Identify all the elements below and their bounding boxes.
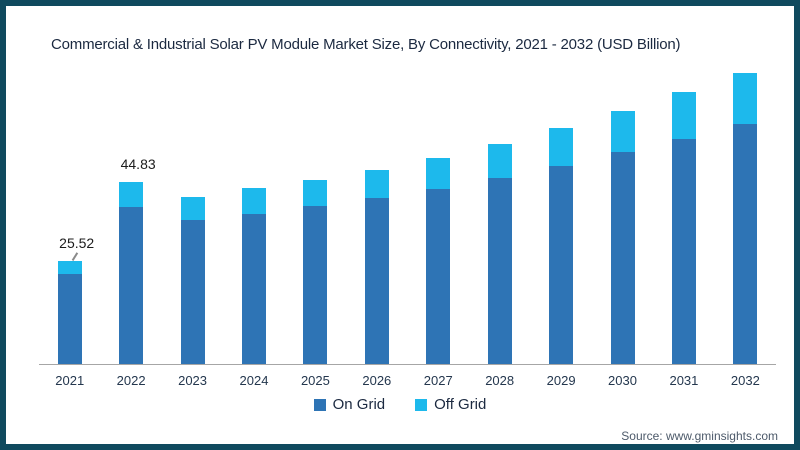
stacked-bar-2029 (549, 128, 574, 364)
x-axis-label-2032: 2032 (730, 373, 760, 388)
stacked-bar-2028 (487, 143, 512, 364)
bar-segment-on-grid-2021 (57, 274, 82, 364)
bar-segment-off-grid-2026 (364, 169, 389, 198)
bar-segment-off-grid-2031 (671, 92, 696, 139)
bar-segment-on-grid-2030 (610, 152, 635, 364)
bar-column-2025: 2025 (285, 64, 346, 388)
bar-segment-off-grid-2032 (733, 72, 758, 124)
bar-column-2032: 2032 (715, 64, 776, 388)
legend-label-on-grid: On Grid (332, 396, 386, 413)
bar-column-2028: 2028 (469, 64, 530, 388)
x-axis-label-2028: 2028 (485, 373, 515, 388)
bar-segment-off-grid-2024 (241, 188, 266, 214)
bar-column-2031: 2031 (653, 64, 714, 388)
data-label-2022: 44.83 (120, 156, 156, 173)
bar-segment-off-grid-2030 (610, 110, 635, 153)
x-axis-label-2027: 2027 (423, 373, 453, 388)
bar-segment-off-grid-2021 (57, 260, 82, 275)
stacked-bar-2030 (610, 110, 635, 364)
x-axis-label-2021: 2021 (55, 373, 85, 388)
bar-segment-on-grid-2023 (180, 220, 205, 364)
bar-column-2029: 2029 (530, 64, 591, 388)
bar-column-2024: 2024 (223, 64, 284, 388)
bar-segment-on-grid-2025 (303, 206, 328, 364)
x-axis-label-2031: 2031 (669, 373, 699, 388)
x-axis-label-2022: 2022 (116, 373, 146, 388)
bar-segment-off-grid-2025 (303, 179, 328, 207)
legend: On Grid Off Grid (6, 396, 794, 413)
stacked-bar-2026 (364, 169, 389, 364)
bar-column-2030: 2030 (592, 64, 653, 388)
bar-segment-on-grid-2027 (426, 188, 451, 364)
bar-segment-on-grid-2031 (671, 138, 696, 364)
bar-segment-off-grid-2023 (180, 197, 205, 221)
bar-segment-on-grid-2022 (119, 207, 144, 364)
leader-line-2021 (71, 251, 78, 261)
plot-area: 2021 25.52 2022 44.83 2023 2024 2025 2026 2027 20… (39, 64, 776, 388)
stacked-bar-2022 (119, 182, 144, 364)
bar-segment-off-grid-2029 (549, 128, 574, 166)
stacked-bar-2025 (303, 179, 328, 364)
x-axis-label-2026: 2026 (362, 373, 392, 388)
bar-column-2022: 2022 44.83 (100, 64, 161, 388)
stacked-bar-2031 (671, 92, 696, 364)
stacked-bar-2021 (57, 260, 82, 364)
bar-column-2021: 2021 25.52 (39, 64, 100, 388)
bar-segment-on-grid-2029 (549, 165, 574, 364)
legend-item-on-grid: On Grid (313, 396, 386, 413)
legend-label-off-grid: Off Grid (434, 396, 487, 413)
stacked-bar-2027 (426, 157, 451, 364)
x-axis-label-2024: 2024 (239, 373, 269, 388)
bar-segment-on-grid-2024 (241, 213, 266, 364)
bar-segment-off-grid-2022 (119, 182, 144, 208)
stacked-bar-2023 (180, 197, 205, 364)
bar-segment-on-grid-2028 (487, 178, 512, 364)
stacked-bar-2032 (733, 72, 758, 364)
bar-column-2027: 2027 (408, 64, 469, 388)
x-axis-label-2025: 2025 (300, 373, 330, 388)
stacked-bar-2024 (241, 188, 266, 364)
legend-swatch-off-grid (415, 398, 428, 411)
data-label-2021: 25.52 (59, 234, 95, 251)
legend-item-off-grid: Off Grid (415, 396, 486, 413)
chart-title: Commercial & Industrial Solar PV Module … (51, 36, 681, 53)
x-axis-label-2029: 2029 (546, 373, 576, 388)
bar-segment-on-grid-2026 (364, 197, 389, 364)
bar-segment-on-grid-2032 (733, 123, 758, 364)
bar-column-2026: 2026 (346, 64, 407, 388)
legend-swatch-on-grid (313, 398, 326, 411)
x-axis-label-2030: 2030 (608, 373, 637, 388)
bar-column-2023: 2023 (162, 64, 223, 388)
bar-segment-off-grid-2028 (487, 143, 512, 179)
x-axis-label-2023: 2023 (178, 373, 208, 388)
source-attribution: Source: www.gminsights.com (621, 429, 778, 443)
bar-segment-off-grid-2027 (426, 157, 451, 189)
